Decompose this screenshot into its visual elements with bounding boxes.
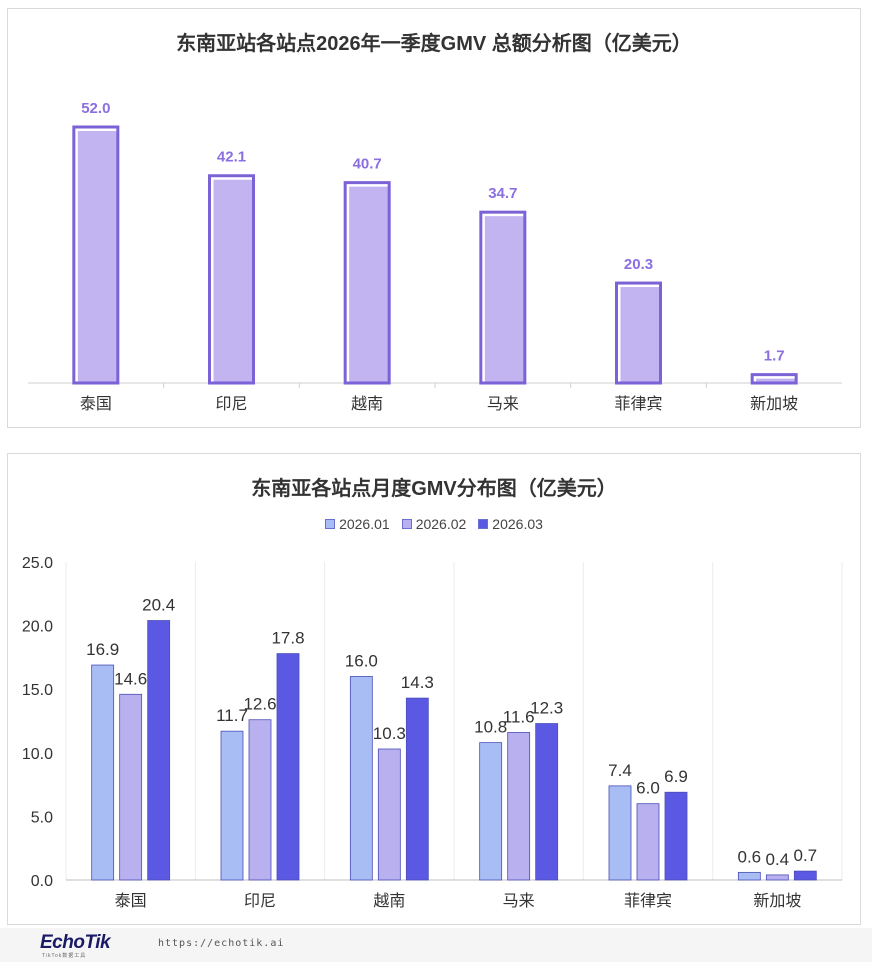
total-gmv-bar-outline [615,281,662,385]
legend-label-2026-02: 2026.02 [415,516,467,532]
monthly-gmv-bar-2026-01 [91,664,115,881]
total-gmv-chart-title: 东南亚站各站点2026年一季度GMV 总额分析图（亿美元） [176,33,692,55]
monthly-gmv-bar-2026-03 [535,723,559,881]
monthly-gmv-value-label: 14.6 [114,669,147,688]
total-gmv-bar-outline [479,210,527,385]
monthly-gmv-bar-2026-02 [377,748,401,881]
monthly-gmv-bar-2026-01 [479,742,503,881]
monthly-gmv-bar-2026-03 [405,697,429,881]
total-gmv-category-label: 泰国 [80,394,112,413]
monthly-gmv-chart-title: 东南亚各站点月度GMV分布图（亿美元） [251,478,617,500]
total-gmv-bar-outline [72,125,120,385]
legend-swatch-2026-02 [401,519,412,529]
y-tick-label: 5.0 [31,809,53,826]
monthly-gmv-bar-2026-03 [664,791,688,881]
y-tick-label: 10.0 [22,746,53,763]
monthly-gmv-bar-2026-01 [220,730,244,881]
monthly-gmv-bar-2026-03 [793,870,817,881]
total-gmv-bar [77,131,118,383]
total-gmv-category-label: 马来 [487,394,519,413]
total-gmv-bar [213,179,254,383]
monthly-gmv-value-label: 17.8 [271,629,304,648]
legend-item-2026-01: 2026.01 [325,516,390,532]
total-gmv-value-label: 20.3 [624,256,653,273]
total-gmv-category-label: 新加坡 [750,394,798,413]
y-tick-label: 25.0 [22,555,53,572]
echotik-logo-subtitle: TikTok数据工具 [42,953,87,959]
monthly-gmv-value-label: 10.8 [474,718,507,737]
total-gmv-chart-svg: 52.0 泰国 42.1 印尼 40.7 越南 34.7 马来 20.3 菲律宾 1.7 新加坡 [28,100,842,413]
y-tick-label: 0.0 [31,873,53,890]
total-gmv-value-label: 40.7 [353,156,382,173]
total-gmv-category-label: 菲律宾 [614,394,662,413]
total-gmv-bar-outline [343,181,391,385]
monthly-gmv-bar-2026-01 [349,676,373,881]
total-gmv-category-label: 印尼 [215,394,247,413]
monthly-gmv-bar-2026-02 [248,719,272,881]
monthly-gmv-value-label: 12.6 [243,695,276,714]
legend-label-2026-01: 2026.01 [339,516,390,532]
monthly-gmv-bar-2026-01 [737,871,761,881]
monthly-gmv-bar-2026-02 [507,732,531,881]
monthly-gmv-bar-2026-02 [636,803,660,881]
monthly-gmv-value-label: 6.0 [636,779,660,798]
monthly-gmv-value-label: 12.3 [530,699,563,718]
footer-bar: EchoTik TikTok数据工具 https://echotik.ai [0,928,872,962]
monthly-gmv-value-label: 0.7 [794,846,818,865]
monthly-gmv-category-label: 新加坡 [753,891,801,910]
monthly-gmv-value-label: 10.3 [373,724,406,743]
monthly-gmv-category-label: 印尼 [244,891,276,910]
monthly-gmv-bar-2026-02 [119,693,143,881]
monthly-gmv-chart-svg: 0.0 5.0 10.0 15.0 20.0 25.0 16.9 14.6 20.4 泰国 11.7… [22,555,843,910]
total-gmv-category-label: 越南 [351,394,383,413]
total-gmv-bar [349,186,390,383]
monthly-gmv-bar-2026-02 [765,874,789,881]
total-gmv-value-label: 1.7 [764,348,785,365]
total-gmv-bar [620,287,661,383]
total-gmv-bar [756,378,797,383]
y-tick-label: 15.0 [22,682,53,699]
monthly-gmv-chart-panel: 东南亚各站点月度GMV分布图（亿美元） 2026.01 2026.02 2026… [7,453,861,925]
monthly-gmv-value-label: 11.6 [503,707,535,726]
total-gmv-bar-outline [750,373,798,385]
monthly-gmv-bar-2026-03 [276,653,300,881]
monthly-gmv-value-label: 7.4 [608,761,632,780]
total-gmv-value-label: 42.1 [217,149,246,166]
monthly-gmv-value-label: 20.4 [142,596,175,615]
monthly-gmv-value-label: 16.9 [86,640,119,659]
total-gmv-bar-outline [208,174,255,385]
monthly-gmv-category-label: 马来 [503,891,535,910]
monthly-gmv-category-label: 泰国 [115,891,147,910]
monthly-gmv-legend: 2026.01 2026.02 2026.03 [8,516,860,532]
legend-item-2026-03: 2026.03 [478,516,543,532]
monthly-gmv-value-label: 11.7 [216,706,248,725]
y-tick-label: 20.0 [22,619,53,636]
echotik-url: https://echotik.ai [158,938,285,949]
monthly-gmv-value-label: 6.9 [664,767,688,786]
legend-item-2026-02: 2026.02 [401,516,467,532]
monthly-gmv-bar-2026-03 [147,620,171,881]
total-gmv-value-label: 52.0 [81,100,110,117]
monthly-gmv-bar-2026-01 [608,785,632,881]
monthly-gmv-category-label: 菲律宾 [624,891,672,910]
legend-label-2026-03: 2026.03 [492,516,543,532]
legend-swatch-2026-01 [325,519,336,529]
echotik-logo: EchoTik [40,932,111,953]
monthly-gmv-value-label: 14.3 [401,673,434,692]
monthly-gmv-value-label: 0.6 [738,847,762,866]
legend-swatch-2026-03 [478,519,489,529]
total-gmv-bar [484,216,525,383]
monthly-gmv-value-label: 16.0 [345,651,378,670]
total-gmv-value-label: 34.7 [488,185,517,202]
monthly-gmv-value-label: 0.4 [766,850,790,869]
total-gmv-chart-panel: 东南亚站各站点2026年一季度GMV 总额分析图（亿美元） 52.0 泰国 42.1… [7,8,861,428]
monthly-gmv-category-label: 越南 [373,891,405,910]
